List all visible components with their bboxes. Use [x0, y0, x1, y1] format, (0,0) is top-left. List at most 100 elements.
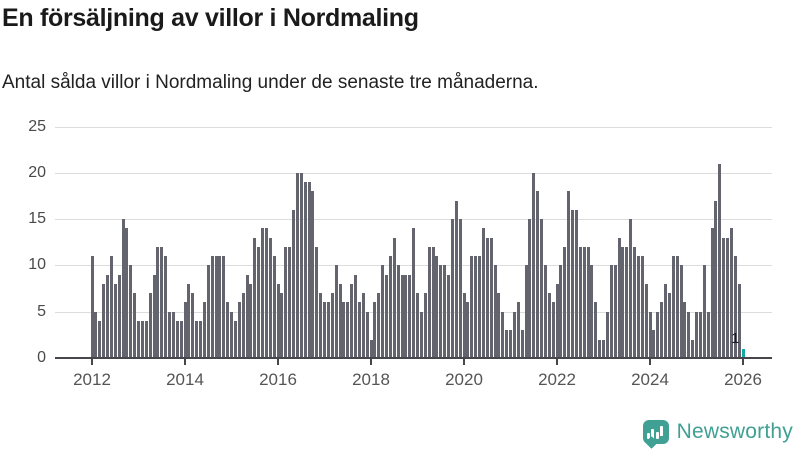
bar: [427, 246, 431, 358]
bar: [206, 265, 210, 358]
bar: [396, 265, 400, 358]
bar: [261, 228, 264, 358]
bar: [667, 293, 671, 358]
bar: [435, 256, 439, 358]
page-subtitle: Antal sålda villor i Nordmaling under de…: [2, 72, 539, 93]
bar: [280, 293, 284, 358]
x-axis-tick: [742, 359, 744, 365]
bar: [648, 311, 652, 358]
bar: [729, 228, 733, 358]
bar: [113, 283, 117, 358]
bar: [140, 321, 144, 358]
bar: [640, 256, 644, 358]
x-axis-tick-label: 2016: [259, 370, 297, 389]
bar: [245, 274, 249, 358]
bar: [152, 274, 156, 358]
bar: [590, 265, 594, 358]
bar: [148, 293, 152, 358]
bar: [388, 256, 392, 358]
bar: [698, 311, 702, 358]
bar: [706, 311, 710, 358]
bar: [505, 330, 509, 358]
highlighted-bar-latest: [741, 348, 745, 358]
bar: [528, 219, 532, 358]
x-axis-tick: [91, 359, 93, 365]
bar: [683, 302, 687, 358]
bar: [303, 182, 307, 358]
bar: [671, 256, 675, 358]
bar: [714, 200, 718, 358]
bar: [563, 246, 567, 358]
x-axis-tick: [556, 359, 558, 365]
y-axis-tick-label: 25: [28, 117, 46, 135]
bar: [179, 321, 183, 358]
bar: [617, 237, 621, 358]
bar: [237, 302, 241, 358]
bar: [582, 246, 586, 358]
bar: [621, 246, 625, 358]
gridline: [55, 126, 772, 128]
bar: [187, 283, 191, 358]
bar: [458, 219, 462, 358]
bar: [586, 246, 590, 358]
x-axis-tick: [463, 359, 465, 365]
bar: [726, 237, 729, 358]
bar: [404, 274, 408, 358]
bar: [202, 302, 206, 358]
gridline: [55, 172, 772, 174]
bar: [733, 256, 737, 358]
bar: [144, 321, 148, 358]
bar: [323, 302, 326, 358]
bar: [292, 209, 295, 358]
bar: [373, 302, 377, 358]
x-axis-tick-label: 2026: [724, 370, 762, 389]
bar: [171, 311, 175, 358]
bar: [536, 191, 540, 358]
bar: [350, 283, 354, 358]
bar: [702, 265, 706, 358]
bar: [547, 293, 551, 358]
bar: [629, 219, 633, 358]
bar: [307, 182, 311, 358]
bar: [315, 246, 319, 358]
bar: [454, 200, 458, 358]
bar: [253, 237, 257, 358]
bar: [478, 256, 481, 358]
bar: [722, 237, 726, 358]
bar: [392, 237, 396, 358]
bar: [191, 293, 195, 358]
bar: [354, 274, 357, 358]
bar: [594, 302, 598, 358]
bar: [559, 265, 563, 358]
brand-name: Newsworthy: [676, 420, 793, 443]
bar: [555, 283, 559, 358]
bar: [633, 246, 636, 358]
newsworthy-logo[interactable]: Newsworthy: [642, 420, 793, 444]
y-axis-tick-label: 15: [28, 210, 46, 228]
bar: [326, 302, 330, 358]
bar: [431, 246, 435, 358]
x-axis-tick-label: 2022: [538, 370, 576, 389]
page-title: En försäljning av villor i Nordmaling: [2, 4, 419, 32]
bar: [450, 219, 454, 358]
bar: [520, 330, 524, 358]
bar: [423, 293, 427, 358]
bar: [613, 265, 617, 358]
bar: [117, 274, 121, 358]
bar: [346, 302, 350, 358]
bar: [578, 246, 582, 358]
bar: [695, 311, 698, 358]
newsworthy-speech-bubble-chart-icon: [642, 420, 669, 444]
bar: [210, 256, 214, 358]
y-axis-tick-label: 20: [28, 163, 46, 181]
bar: [334, 265, 338, 358]
bar: [509, 330, 512, 358]
bar: [408, 274, 412, 358]
bar: [272, 256, 276, 358]
bar: [664, 283, 667, 358]
bar: [357, 302, 361, 358]
bar: [222, 256, 226, 358]
bar: [137, 321, 140, 358]
bar: [675, 256, 679, 358]
x-axis-tick: [184, 359, 186, 365]
